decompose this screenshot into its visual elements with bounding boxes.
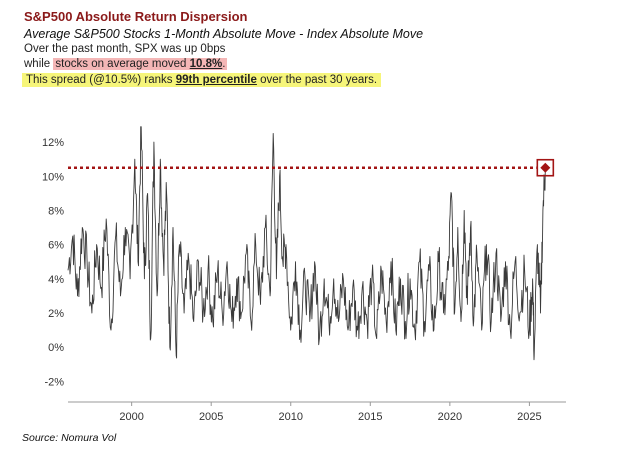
note-line-2: while stocks on average moved 10.8%. [24,58,228,70]
chart-title: S&P500 Absolute Return Dispersion [24,9,248,24]
note-line-3-prefix: This spread (@10.5%) ranks [26,74,176,86]
note-line-3-bold: 99th percentile [175,74,257,86]
note-line-1: Over the past month, SPX was up 0bps [24,43,226,55]
last-point-marker [540,162,551,173]
note-line-3: This spread (@10.5%) ranks 99th percenti… [22,73,382,87]
y-tick-label: 0% [48,342,64,354]
note-line-3-suffix: over the past 30 years. [256,74,378,86]
chart-subtitle: Average S&P500 Stocks 1-Month Absolute M… [24,27,424,41]
y-tick-label: 6% [48,240,64,252]
y-tick-label: 2% [48,308,64,320]
last-point-box [536,158,555,177]
y-tick-label: 4% [48,274,64,286]
x-tick-label: 2000 [119,411,143,423]
note-line-2-highlight: stocks on average moved 10.8%. [53,58,228,70]
note-line-2-highlight-text: stocks on average moved [55,58,190,70]
y-tick-label: -2% [44,376,64,388]
x-tick-label: 2005 [199,411,223,423]
x-tick-label: 2025 [517,411,541,423]
y-tick-label: 10% [42,171,64,183]
x-tick-label: 2015 [358,411,382,423]
x-tick-label: 2010 [279,411,303,423]
x-tick-label: 2020 [438,411,462,423]
y-tick-label: 8% [48,205,64,217]
y-tick-label: 12% [42,137,64,149]
note-line-2-suffix: . [222,58,226,70]
note-line-2-prefix: while [24,58,54,70]
source-note: Source: Nomura Vol [22,432,117,444]
series-line [67,126,546,361]
note-line-2-value: 10.8% [189,58,223,70]
